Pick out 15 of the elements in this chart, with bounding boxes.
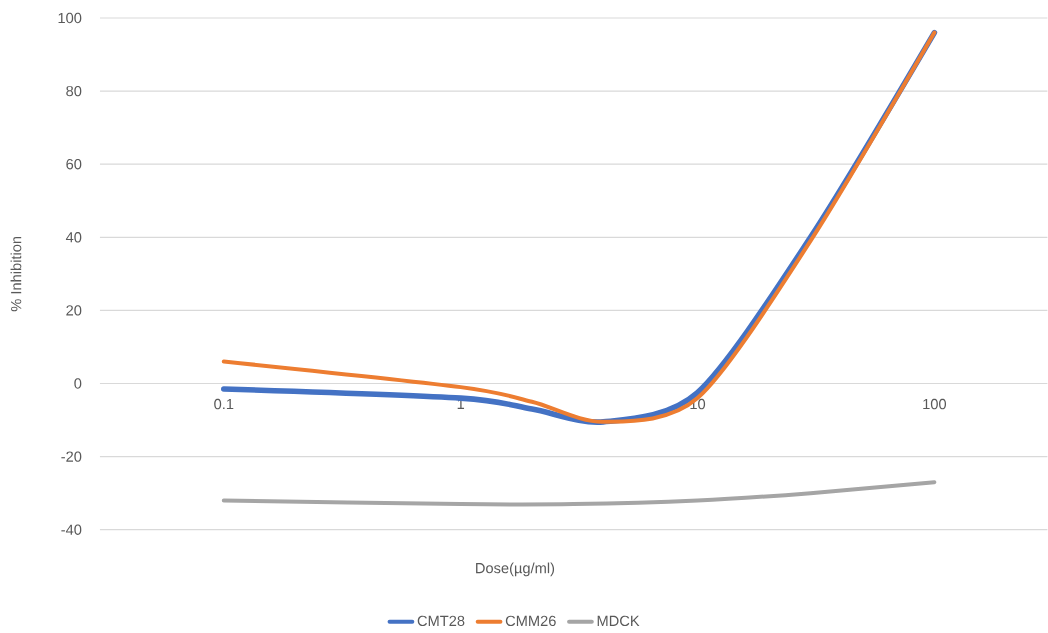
- y-tick-label: 100: [58, 12, 82, 24]
- x-tick-label: 100: [923, 398, 947, 410]
- x-axis-title: Dose(µg/ml): [476, 562, 555, 577]
- y-tick-label: -20: [61, 451, 82, 462]
- y-axis-title: % Inhibition: [10, 236, 22, 312]
- y-tick-label: 20: [66, 305, 82, 316]
- y-tick-label: 40: [65, 232, 82, 243]
- y-tick-label: 80: [66, 85, 82, 97]
- y-tick-label: -40: [61, 524, 82, 535]
- legend-label: CMT28: [417, 615, 465, 626]
- legend-label: MDCK: [597, 615, 640, 626]
- y-tick-label: 0: [74, 378, 82, 389]
- legend-label: CMM26: [505, 615, 556, 626]
- y-tick-label: 60: [66, 158, 82, 170]
- x-tick-label: 0.1: [214, 398, 234, 410]
